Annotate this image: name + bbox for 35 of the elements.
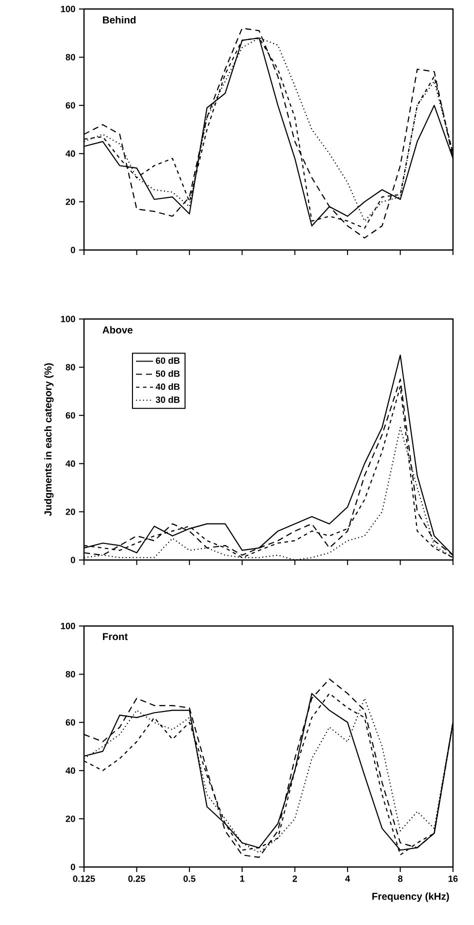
y-tick-label: 60: [66, 412, 76, 419]
text: Behind: [102, 16, 136, 24]
y-tick-label: 60: [66, 102, 76, 109]
y-tick-label: 20: [66, 816, 76, 822]
legend-label: 60 dB: [156, 357, 180, 364]
y-tick-label: 0: [70, 556, 76, 564]
y-axis-title: Judgments in each category (%): [44, 363, 54, 516]
y-tick-label: 80: [66, 54, 76, 60]
x-tick-label: 0.5: [184, 876, 196, 882]
x-tick-label: 1: [240, 876, 244, 882]
y-tick-label: 40: [66, 150, 76, 157]
text: Front: [102, 633, 128, 640]
x-tick-label: 4: [345, 876, 350, 882]
legend-label: 30 dB: [156, 396, 180, 403]
y-tick-label: 80: [66, 364, 76, 370]
y-tick-label: 40: [66, 767, 76, 774]
y-tick-label: 0: [70, 864, 76, 870]
legend-label: 50 dB: [156, 370, 180, 377]
y-tick-label: 40: [66, 460, 76, 467]
text: Above: [102, 326, 133, 334]
y-tick-label: 20: [66, 198, 76, 205]
legend-label: 40 dB: [156, 383, 180, 390]
y-tick-label: 100: [61, 316, 76, 322]
y-tick-label: 100: [61, 6, 76, 12]
y-tick-label: 80: [66, 671, 76, 678]
y-tick-label: 60: [66, 719, 76, 726]
x-tick-label: 8: [398, 876, 403, 882]
y-tick-label: 20: [66, 508, 76, 515]
y-tick-label: 0: [70, 246, 76, 254]
x-tick-label: 0.25: [128, 876, 146, 882]
x-axis-title: Frequency (kHz): [372, 892, 449, 902]
y-tick-label: 100: [61, 622, 76, 630]
x-tick-label: 0.125: [73, 876, 96, 882]
x-tick-label: 16: [448, 876, 458, 882]
x-tick-label: 2: [292, 876, 297, 882]
